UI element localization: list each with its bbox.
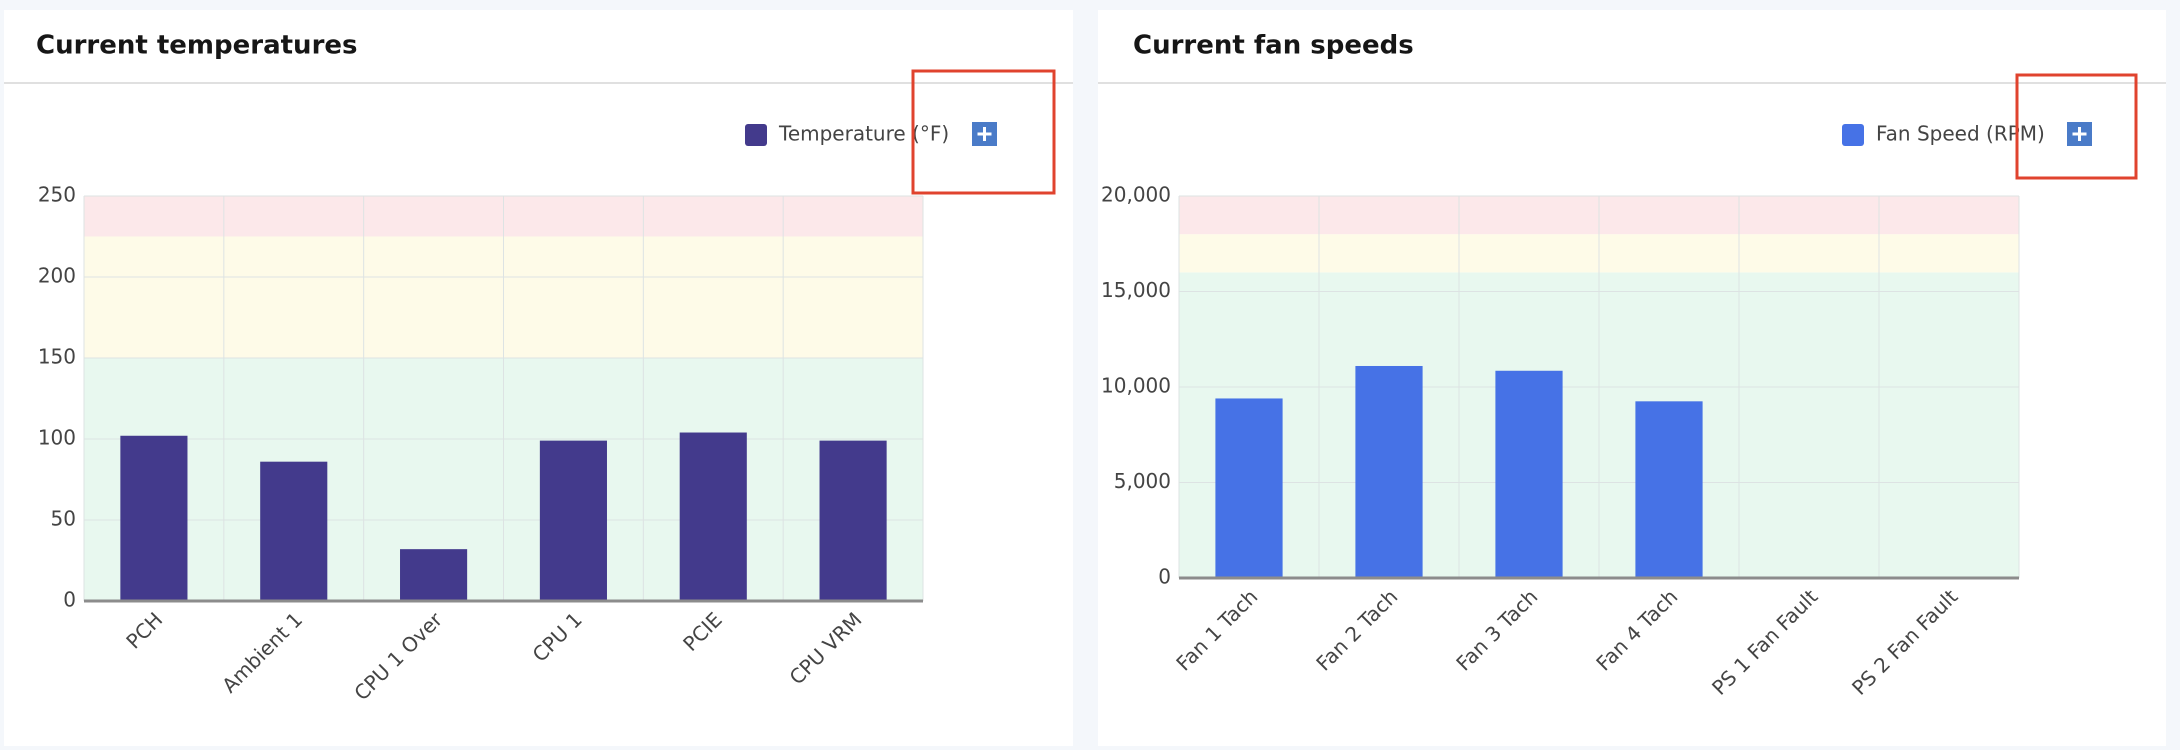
highlight-box (911, 69, 1056, 195)
legend-swatch (745, 124, 767, 146)
highlight-box (2015, 73, 2138, 180)
y-tick-label: 200 (38, 264, 76, 288)
y-tick-label: 15,000 (1101, 278, 1171, 302)
legend-label: Temperature (°F) (778, 122, 949, 146)
y-tick-label: 0 (1158, 565, 1171, 589)
y-tick-label: 100 (38, 426, 76, 450)
y-tick-label: 5,000 (1114, 469, 1171, 493)
y-tick-label: 20,000 (1101, 183, 1171, 207)
y-tick-label: 250 (38, 183, 76, 207)
bar (120, 435, 188, 601)
bar (1635, 401, 1703, 578)
bar (539, 440, 607, 601)
bar (1495, 370, 1563, 578)
bar (1215, 398, 1283, 578)
panel-title: Current temperatures (36, 31, 358, 61)
y-tick-label: 50 (51, 507, 76, 531)
bar (1355, 365, 1423, 578)
y-tick-label: 10,000 (1101, 374, 1171, 398)
bar (819, 440, 887, 601)
legend-label: Fan Speed (RPM) (1876, 122, 2045, 146)
y-tick-label: 0 (63, 588, 76, 612)
bar (679, 432, 747, 601)
panel-title: Current fan speeds (1133, 31, 1414, 61)
bar (400, 549, 468, 601)
y-tick-label: 150 (38, 345, 76, 369)
bar (260, 461, 328, 601)
expand-button[interactable] (972, 122, 997, 146)
legend-swatch (1842, 124, 1864, 146)
expand-button[interactable] (2067, 122, 2092, 146)
